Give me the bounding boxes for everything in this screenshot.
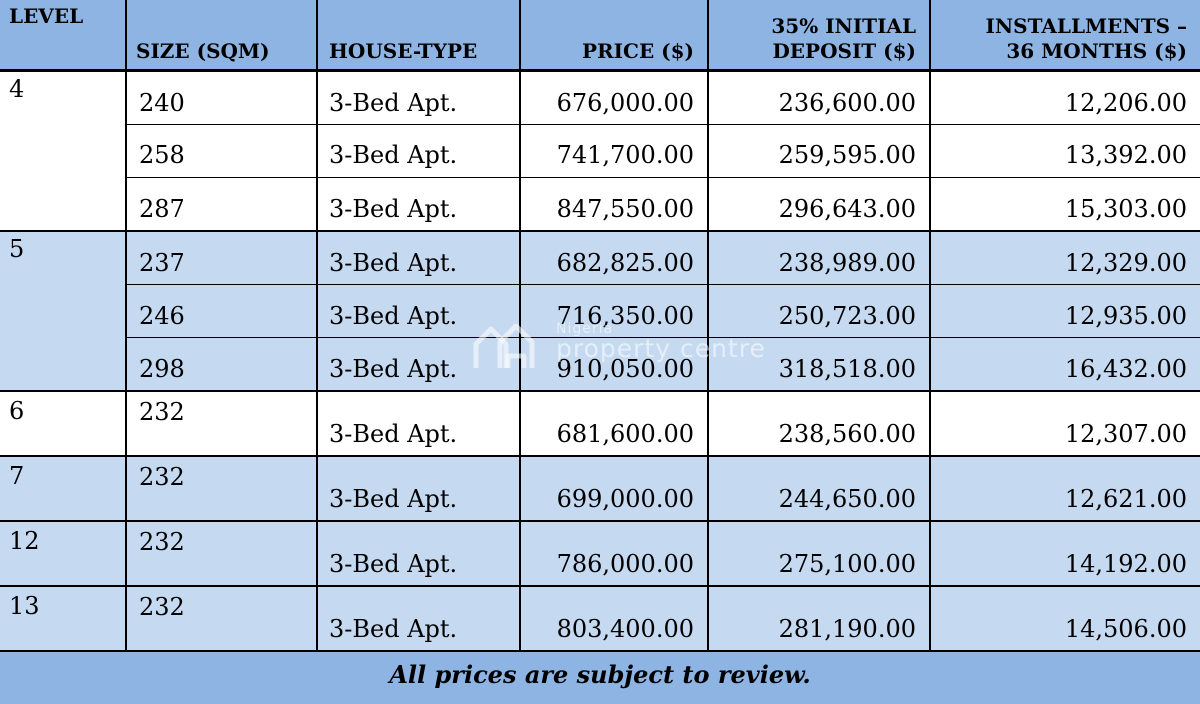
cell-price: 699,000.00 — [519, 455, 708, 522]
table-row: 12 232 3-Bed Apt. 786,000.00 275,100.00 14,19… — [0, 520, 1200, 586]
table-row: 246 3-Bed Apt. 716,350.00 250,723.00 12,935.… — [0, 284, 1200, 338]
cell-deposit: 244,650.00 — [707, 455, 930, 522]
cell-house_type: 3-Bed Apt. — [316, 230, 520, 285]
cell-deposit: 281,190.00 — [707, 584, 930, 651]
cell-house_type: 3-Bed Apt. — [316, 337, 520, 392]
cell-house_type: 3-Bed Apt. — [316, 68, 520, 125]
cell-price: 786,000.00 — [519, 520, 708, 586]
cell-level: 13 — [0, 584, 126, 651]
table-row: 4 240 3-Bed Apt. 676,000.00 236,600.00 12,206… — [0, 68, 1200, 232]
cell-size: 298 — [125, 337, 317, 392]
cell-price: 716,350.00 — [519, 284, 708, 338]
table-row: 5 237 3-Bed Apt. 682,825.00 238,989.00 12,329… — [0, 230, 1200, 392]
cell-size: 232 — [125, 390, 317, 457]
cell-house_type: 3-Bed Apt. — [316, 584, 520, 651]
cell-size: 246 — [125, 284, 317, 338]
cell-deposit: 238,560.00 — [707, 390, 930, 457]
cell-deposit: 236,600.00 — [707, 68, 930, 125]
cell-deposit: 275,100.00 — [707, 520, 930, 586]
cell-installments: 12,307.00 — [929, 390, 1200, 457]
table-row: 6 232 3-Bed Apt. 681,600.00 238,560.00 12,307… — [0, 390, 1200, 457]
table-row: 7 232 3-Bed Apt. 699,000.00 244,650.00 12,621… — [0, 455, 1200, 522]
col-header-size: SIZE (SQM) — [125, 0, 317, 72]
cell-level: 4 — [0, 68, 126, 232]
cell-deposit: 250,723.00 — [707, 284, 930, 338]
cell-installments: 12,206.00 — [929, 68, 1200, 125]
cell-price: 803,400.00 — [519, 584, 708, 651]
table-row: 13 232 3-Bed Apt. 803,400.00 281,190.00 14,50… — [0, 584, 1200, 651]
cell-house_type: 3-Bed Apt. — [316, 123, 520, 178]
cell-house_type: 3-Bed Apt. — [316, 520, 520, 586]
col-header-price: PRICE ($) — [519, 0, 708, 72]
cell-price: 910,050.00 — [519, 337, 708, 392]
cell-level: 12 — [0, 520, 126, 586]
cell-size: 237 — [125, 230, 317, 285]
cell-size: 240 — [125, 68, 317, 125]
cell-size: 232 — [125, 584, 317, 651]
col-header-deposit: 35% INITIAL DEPOSIT ($) — [707, 0, 930, 72]
cell-installments: 15,303.00 — [929, 176, 1200, 232]
col-header-house_type: HOUSE-TYPE — [316, 0, 520, 72]
cell-level: 7 — [0, 455, 126, 522]
cell-size: 287 — [125, 176, 317, 232]
cell-deposit: 259,595.00 — [707, 123, 930, 178]
table-row: 298 3-Bed Apt. 910,050.00 318,518.00 16,432.… — [0, 337, 1200, 392]
cell-installments: 12,329.00 — [929, 230, 1200, 285]
cell-installments: 14,192.00 — [929, 520, 1200, 586]
cell-installments: 12,621.00 — [929, 455, 1200, 522]
cell-price: 741,700.00 — [519, 123, 708, 178]
cell-size: 258 — [125, 123, 317, 178]
cell-price: 676,000.00 — [519, 68, 708, 125]
cell-house_type: 3-Bed Apt. — [316, 455, 520, 522]
cell-installments: 16,432.00 — [929, 337, 1200, 392]
cell-house_type: 3-Bed Apt. — [316, 176, 520, 232]
cell-installments: 12,935.00 — [929, 284, 1200, 338]
cell-installments: 14,506.00 — [929, 584, 1200, 651]
cell-price: 847,550.00 — [519, 176, 708, 232]
cell-price: 682,825.00 — [519, 230, 708, 285]
footer-row: All prices are subject to review. — [0, 650, 1200, 704]
table-row: 258 3-Bed Apt. 741,700.00 259,595.00 13,392.… — [0, 123, 1200, 178]
footer-note: All prices are subject to review. — [0, 650, 1200, 704]
cell-size: 232 — [125, 520, 317, 586]
col-header-installments: INSTALLMENTS – 36 MONTHS ($) — [929, 0, 1200, 72]
cell-level: 6 — [0, 390, 126, 457]
cell-level: 5 — [0, 230, 126, 392]
header-row: LEVEL SIZE (SQM) HOUSE-TYPE PRICE ($) 35% IN… — [0, 0, 1200, 72]
col-header-level: LEVEL — [0, 0, 126, 72]
cell-size: 232 — [125, 455, 317, 522]
cell-deposit: 296,643.00 — [707, 176, 930, 232]
cell-house_type: 3-Bed Apt. — [316, 390, 520, 457]
cell-house_type: 3-Bed Apt. — [316, 284, 520, 338]
cell-deposit: 238,989.00 — [707, 230, 930, 285]
cell-installments: 13,392.00 — [929, 123, 1200, 178]
table-row: 287 3-Bed Apt. 847,550.00 296,643.00 15,303.… — [0, 176, 1200, 232]
cell-price: 681,600.00 — [519, 390, 708, 457]
cell-deposit: 318,518.00 — [707, 337, 930, 392]
